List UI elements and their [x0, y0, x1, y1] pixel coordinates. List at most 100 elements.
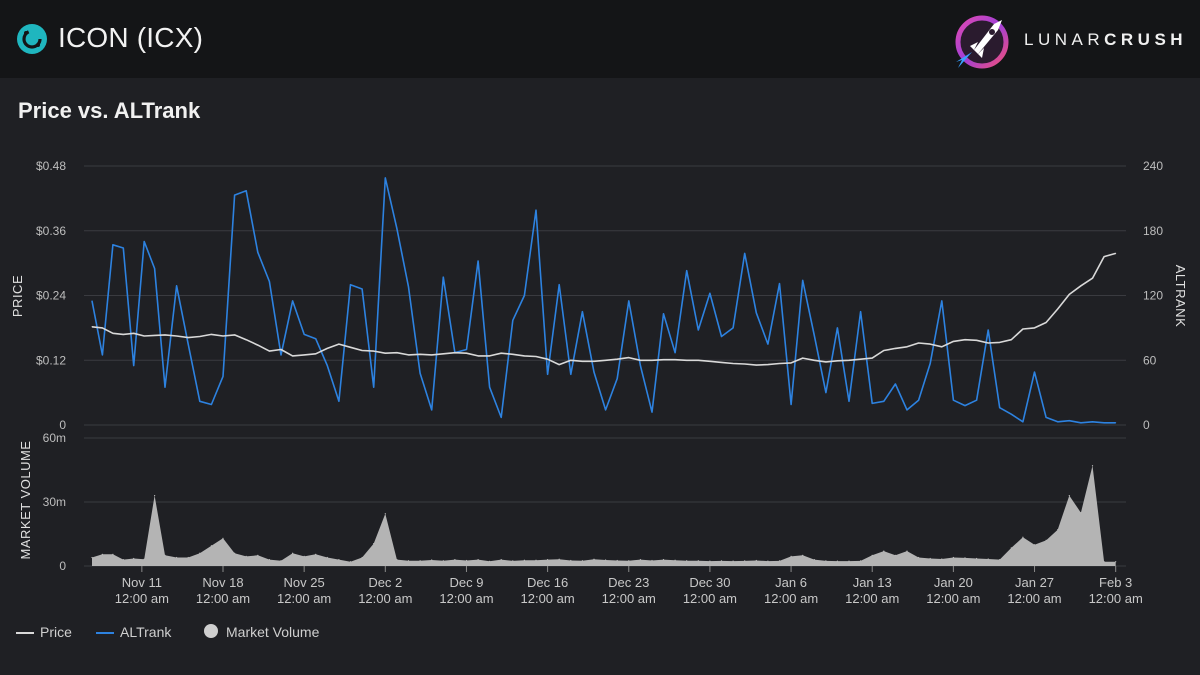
altrank-point — [999, 407, 1001, 409]
altrank-point — [976, 399, 978, 401]
volume-point — [338, 559, 340, 561]
volume-point — [164, 554, 166, 556]
price-point — [257, 344, 259, 346]
volume-point — [906, 550, 908, 552]
legend-item-price[interactable]: Price — [16, 624, 72, 640]
price-point — [790, 362, 792, 364]
price-tick-label: $0.24 — [36, 289, 66, 303]
price-tick-label: $0.36 — [36, 224, 66, 238]
lunarcrush-brand[interactable]: LUNARCRUSH — [952, 12, 1192, 70]
altrank-line — [91, 177, 1116, 424]
volume-point — [431, 559, 433, 561]
altrank-point — [987, 329, 989, 331]
price-point — [489, 355, 491, 357]
altrank-point — [964, 405, 966, 407]
altrank-point — [280, 354, 282, 356]
altrank-point — [431, 409, 433, 411]
price-point — [813, 359, 815, 361]
volume-point — [91, 556, 93, 559]
volume-point — [442, 560, 444, 562]
altrank-point — [952, 399, 954, 401]
volume-point — [112, 553, 114, 555]
price-line — [91, 252, 1116, 366]
legend-line-altrank — [96, 632, 114, 635]
volume-point — [860, 560, 862, 562]
price-point — [396, 352, 398, 354]
price-point — [570, 359, 572, 361]
volume-point — [407, 560, 410, 562]
volume-point — [101, 553, 103, 555]
volume-point — [535, 559, 537, 561]
top-bar: ICON (ICX) LUNARCRUSH — [0, 0, 1200, 78]
price-point — [280, 349, 282, 350]
price-point — [234, 334, 236, 336]
price-point — [744, 363, 746, 365]
volume-point — [732, 560, 734, 562]
price-point — [674, 359, 676, 361]
volume-point — [941, 558, 943, 560]
x-tick-time: 12:00 am — [1007, 591, 1061, 606]
volume-point — [477, 559, 479, 561]
volume-axis-title: MARKET VOLUME — [18, 441, 33, 560]
volume-point — [744, 560, 746, 562]
x-tick-date: Nov 18 — [202, 575, 243, 590]
volume-point — [268, 559, 270, 561]
price-point — [987, 342, 989, 344]
x-tick-time: 12:00 am — [926, 591, 980, 606]
legend-label-altrank: ALTrank — [120, 624, 172, 640]
altrank-point — [466, 349, 467, 350]
altrank-point — [570, 373, 572, 375]
altrank-series — [91, 177, 1117, 424]
price-point — [952, 340, 954, 342]
volume-point — [929, 557, 931, 560]
volume-point — [778, 560, 781, 562]
legend-item-altrank[interactable]: ALTrank — [96, 624, 171, 640]
volume-point — [964, 557, 966, 559]
price-point — [663, 359, 664, 361]
altrank-point — [442, 276, 444, 278]
price-point — [222, 335, 224, 337]
altrank-point — [315, 338, 317, 340]
altrank-point — [187, 343, 189, 345]
price-point — [593, 360, 595, 362]
legend-item-market-volume[interactable]: Market Volume — [204, 624, 319, 640]
volume-point — [303, 555, 305, 558]
altrank-point — [616, 378, 618, 380]
price-point — [860, 358, 862, 360]
altrank-axis-title: ALTRANK — [1173, 265, 1188, 328]
volume-point — [143, 558, 145, 560]
price-point — [894, 347, 896, 349]
altrank-tick-label: 240 — [1143, 159, 1163, 173]
price-point — [697, 359, 699, 361]
volume-point — [616, 559, 618, 562]
altrank-point — [1034, 371, 1035, 373]
volume-point — [1068, 495, 1070, 497]
price-point — [154, 334, 156, 336]
altrank-point — [338, 400, 340, 402]
volume-point — [871, 554, 873, 556]
altrank-point — [1103, 422, 1105, 424]
volume-point — [419, 560, 421, 562]
price-point — [303, 354, 305, 356]
altrank-point — [860, 311, 862, 313]
altrank-point — [836, 327, 838, 329]
volume-point — [245, 555, 247, 558]
altrank-point — [477, 260, 479, 262]
volume-point — [176, 556, 178, 559]
volume-point — [987, 558, 989, 560]
price-point — [686, 359, 688, 361]
price-point — [755, 364, 757, 366]
volume-point — [1080, 512, 1082, 514]
x-tick-date: Jan 13 — [853, 575, 892, 590]
price-point — [964, 339, 966, 341]
volume-point — [894, 554, 897, 556]
volume-point — [836, 560, 839, 562]
price-point — [883, 350, 885, 351]
altrank-point — [303, 333, 305, 335]
price-point — [999, 341, 1001, 343]
volume-point — [199, 552, 201, 554]
price-point — [535, 356, 537, 357]
legend-label-volume: Market Volume — [226, 624, 320, 640]
x-tick-date: Nov 11 — [122, 575, 162, 590]
altrank-point — [1115, 422, 1117, 424]
